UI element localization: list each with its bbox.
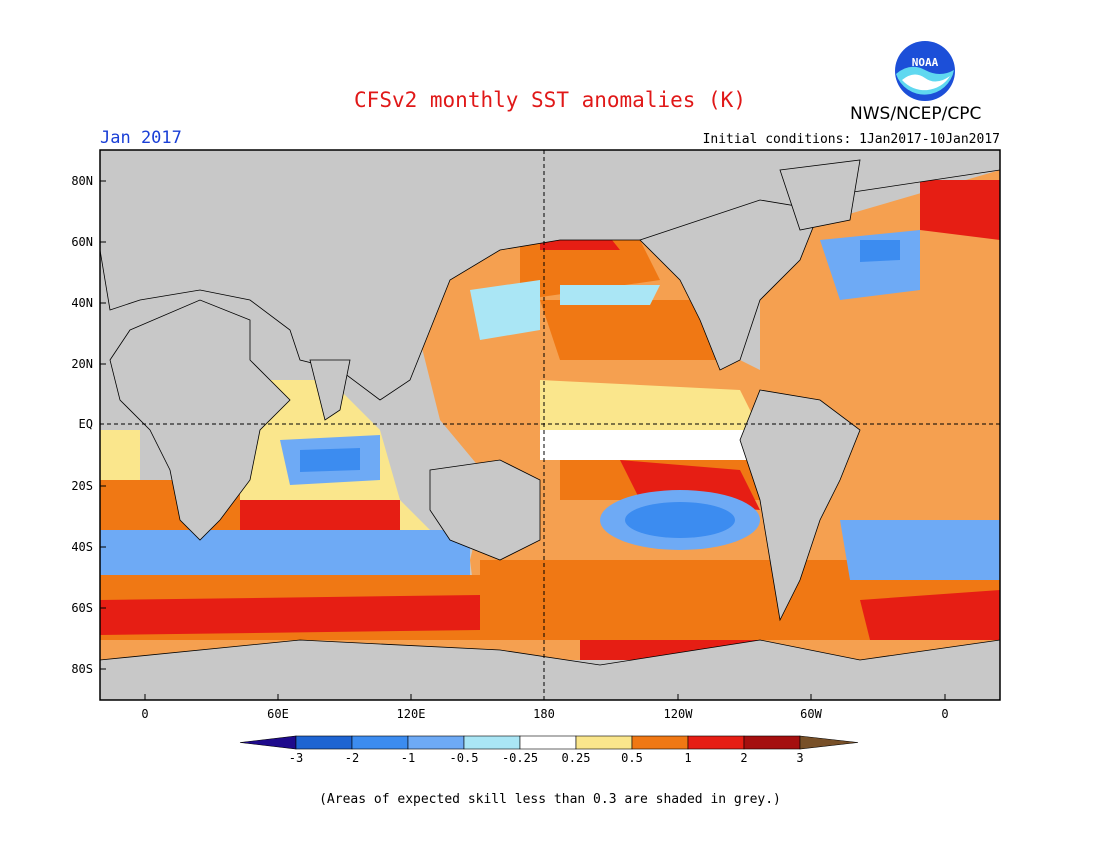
colorbar: -3 -2 -1 -0.5 -0.25 0.25 0.5 1 2 3 xyxy=(239,735,859,765)
lon-label: 120E xyxy=(397,707,426,721)
colorbar-tick-label: -0.25 xyxy=(502,751,538,765)
lat-label: 20S xyxy=(71,479,93,493)
lon-label: 0 xyxy=(141,707,148,721)
colorbar-tick-label: 0.5 xyxy=(621,751,643,765)
initial-conditions: Initial conditions: 1Jan2017-10Jan2017 xyxy=(702,132,1000,147)
colorbar-segment xyxy=(295,735,353,750)
footnote: (Areas of expected skill less than 0.3 a… xyxy=(319,792,781,807)
lat-label: 80S xyxy=(71,662,93,676)
lat-label: 60N xyxy=(71,235,93,249)
colorbar-segment xyxy=(743,735,801,750)
lat-label: 60S xyxy=(71,601,93,615)
ocean-anomalies xyxy=(100,170,1000,660)
lon-label: 60E xyxy=(267,707,289,721)
colorbar-segment xyxy=(519,735,577,750)
month-label: Jan 2017 xyxy=(100,128,182,148)
colorbar-tick-label: 3 xyxy=(796,751,803,765)
colorbar-segment xyxy=(463,735,521,750)
page-title: CFSv2 monthly SST anomalies (K) xyxy=(354,88,746,112)
colorbar-tick-label: -2 xyxy=(345,751,359,765)
lat-label: 40N xyxy=(71,296,93,310)
lon-axis: 0 60E 120E 180 120W 60W 0 xyxy=(141,707,948,721)
agency-label: NWS/NCEP/CPC xyxy=(850,104,982,124)
colorbar-tick-label: -1 xyxy=(401,751,415,765)
map-area xyxy=(100,150,1000,700)
lon-label: 60W xyxy=(800,707,822,721)
logo-text: NOAA xyxy=(912,56,939,69)
colorbar-segment xyxy=(575,735,633,750)
lon-label: 120W xyxy=(664,707,694,721)
colorbar-segment xyxy=(687,735,745,750)
colorbar-segment xyxy=(239,735,297,750)
colorbar-tick-label: 2 xyxy=(740,751,747,765)
colorbar-segment xyxy=(799,735,859,750)
lat-label: 40S xyxy=(71,540,93,554)
lon-label: 0 xyxy=(941,707,948,721)
colorbar-tick-label: 1 xyxy=(684,751,691,765)
noaa-logo: NOAA xyxy=(894,40,956,102)
lon-label: 180 xyxy=(533,707,555,721)
colorbar-tick-label: -3 xyxy=(289,751,303,765)
land-masses xyxy=(100,150,1000,700)
ticks xyxy=(100,180,946,700)
colorbar-tick-label: 0.25 xyxy=(562,751,591,765)
map-frame xyxy=(99,149,1001,701)
lat-label: 80N xyxy=(71,174,93,188)
colorbar-segment xyxy=(407,735,465,750)
lat-axis: 80N 60N 40N 20N EQ 20S 40S 60S 80S xyxy=(71,174,93,676)
colorbar-tick-label: -0.5 xyxy=(450,751,479,765)
lat-label: EQ xyxy=(79,417,93,431)
lat-label: 20N xyxy=(71,357,93,371)
colorbar-segment xyxy=(351,735,409,750)
colorbar-segment xyxy=(631,735,689,750)
